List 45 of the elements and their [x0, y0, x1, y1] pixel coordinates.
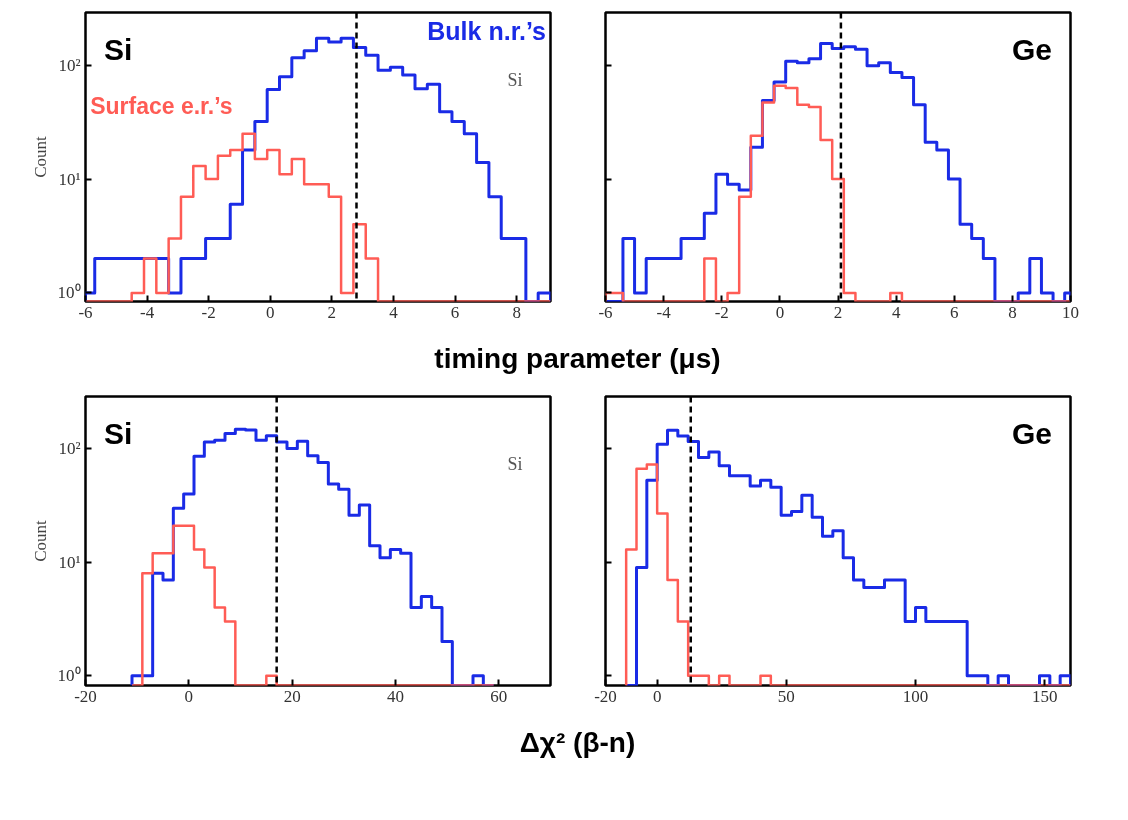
x-tick-label: 8: [512, 302, 521, 322]
x-tick-label: -2: [201, 302, 216, 322]
x-tick-label: 0: [184, 686, 194, 706]
x-tick-label: 4: [891, 302, 901, 322]
text: Ge: [1011, 32, 1052, 66]
x-tick-label: -4: [656, 302, 672, 322]
x-tick-label: 20: [283, 686, 301, 706]
y-tick-label: 10¹: [58, 552, 81, 572]
x-axis-title: timing parameter (μs): [434, 342, 721, 376]
y-axis-title: Count: [30, 519, 50, 562]
series-label: Bulk n.r.’s: [427, 16, 546, 45]
x-tick-label: 150: [1031, 686, 1058, 706]
text: Ge: [1011, 416, 1052, 450]
text: Si: [104, 32, 133, 66]
x-tick-label: 100: [902, 686, 929, 706]
x-tick-label: -20: [74, 686, 97, 706]
x-tick-label: -6: [598, 302, 613, 322]
x-tick-label: 40: [387, 686, 404, 706]
y-tick-label: 10²: [58, 55, 81, 75]
annotation: Si: [507, 70, 523, 91]
y-tick-label: 10⁰: [57, 666, 81, 686]
x-tick-label: 60: [490, 686, 508, 706]
x-tick-label: 10: [1062, 302, 1079, 322]
x-tick-label: -20: [594, 686, 617, 706]
y-tick-label: 10⁰: [57, 283, 81, 303]
series-label: Surface e.r.’s: [90, 93, 233, 120]
x-tick-label: 8: [1008, 302, 1017, 322]
x-tick-label: 6: [950, 302, 959, 322]
text: Si: [104, 416, 133, 450]
x-tick-label: -2: [714, 302, 729, 322]
x-tick-label: 0: [652, 686, 662, 706]
y-axis-title: Count: [30, 135, 50, 178]
x-tick-label: 0: [266, 302, 275, 322]
x-tick-label: 2: [327, 302, 337, 322]
annotation: Si: [507, 454, 523, 475]
x-tick-label: 50: [777, 686, 795, 706]
x-axis-title: Δχ² (β-n): [519, 726, 636, 760]
y-tick-label: 10²: [58, 439, 81, 459]
x-tick-label: -4: [140, 302, 155, 322]
x-tick-label: 0: [775, 302, 785, 322]
x-tick-label: 4: [389, 302, 399, 322]
x-tick-label: 6: [450, 302, 460, 322]
y-tick-label: 10¹: [58, 169, 81, 189]
x-tick-label: -6: [78, 302, 93, 322]
x-tick-label: 2: [833, 302, 843, 322]
